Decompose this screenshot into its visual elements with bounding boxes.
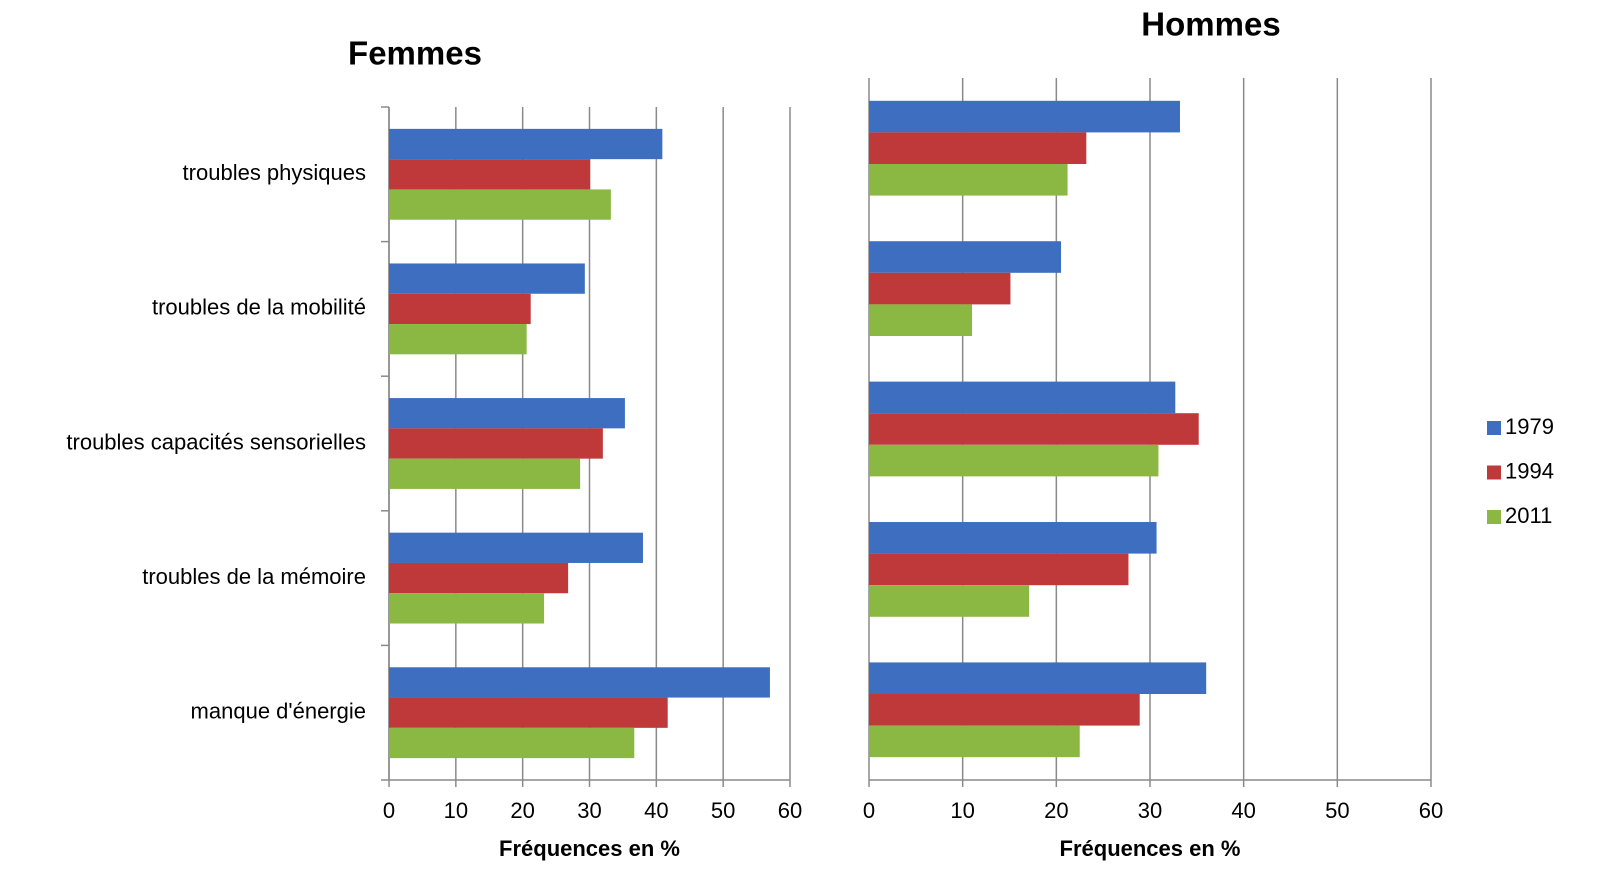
bar [869,694,1140,726]
bar [869,522,1157,554]
bar [869,662,1207,695]
x-tick-label: 30 [577,798,601,823]
bar [389,532,643,563]
bar [389,189,611,220]
y-tick-label: troubles capacités sensorielles [66,429,366,454]
legend-swatch [1487,510,1501,524]
bar [389,593,545,624]
y-tick-label: manque d'énergie [191,699,366,724]
chart-title: Hommes [1141,6,1280,43]
x-tick-label: 50 [711,798,735,823]
x-tick-label: 60 [778,798,802,823]
bar [869,272,1011,305]
x-tick-label: 0 [863,798,875,823]
x-tick-label: 40 [644,798,668,823]
bar [389,128,663,160]
bar [389,159,591,190]
y-tick-label: troubles de la mémoire [142,564,366,589]
legend-swatch [1487,421,1501,435]
chart-title: Femmes [348,35,482,72]
legend-swatch [1487,465,1501,480]
bar [869,413,1199,445]
x-tick-label: 0 [383,798,395,823]
x-axis-label: Fréquences en % [1060,836,1241,861]
bar [869,444,1159,477]
bar [869,163,1068,196]
x-tick-label: 10 [950,798,974,823]
legend-label: 1979 [1505,414,1554,439]
bar [389,458,581,489]
bar [389,667,770,698]
x-tick-label: 30 [1138,798,1162,823]
bar [869,100,1180,133]
bar [869,553,1129,586]
x-tick-label: 60 [1419,798,1443,823]
y-tick-label: troubles physiques [183,160,366,185]
bar [389,697,668,728]
bar [389,727,635,759]
x-tick-label: 50 [1325,798,1349,823]
bar [869,585,1030,617]
bar [869,304,973,336]
bar [869,132,1087,164]
bar [389,398,625,429]
bar [389,324,527,355]
bar [389,428,603,459]
bar [389,293,531,325]
x-tick-label: 20 [510,798,534,823]
y-tick-label: troubles de la mobilité [152,295,366,320]
bar [869,241,1062,273]
x-tick-label: 40 [1231,798,1255,823]
legend-label: 2011 [1505,503,1552,528]
legend-label: 1994 [1505,458,1554,483]
bar [869,725,1080,758]
bar [869,381,1176,414]
bar [389,562,569,594]
x-tick-label: 20 [1044,798,1068,823]
x-axis-label: Fréquences en % [499,836,680,861]
bar [389,263,585,294]
x-tick-label: 10 [444,798,468,823]
